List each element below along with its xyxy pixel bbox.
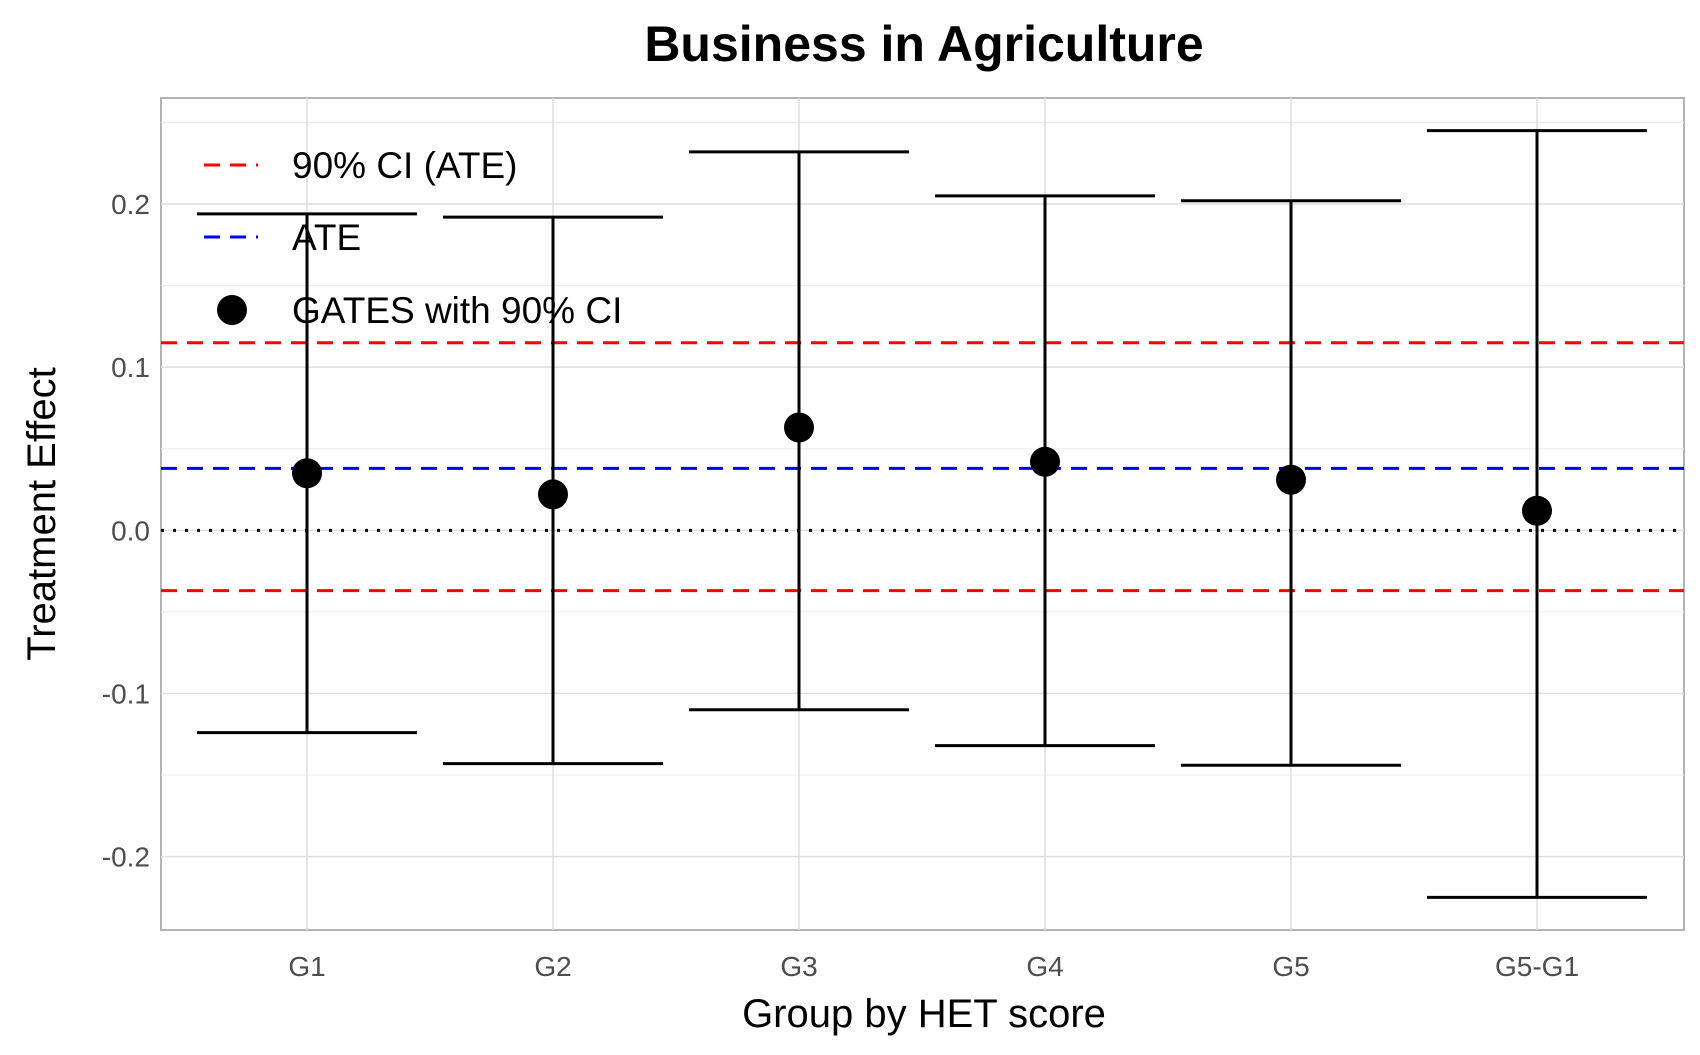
- gates-points: [292, 412, 1552, 526]
- y-tick-label: -0.1: [102, 678, 150, 709]
- y-tick-label: 0.2: [111, 189, 150, 220]
- legend-label-0: 90% CI (ATE): [292, 145, 517, 186]
- legend-label-1: ATE: [292, 217, 361, 258]
- chart-title: Business in Agriculture: [644, 16, 1203, 72]
- plot-panel: [160, 97, 1685, 931]
- legend-key-2: [217, 295, 247, 325]
- gates-point-G2: [538, 479, 568, 510]
- gates-point-G3: [784, 412, 814, 443]
- gates-point-G1: [292, 458, 322, 489]
- y-tick-label: -0.2: [102, 842, 150, 873]
- legend-label-2: GATES with 90% CI: [292, 290, 622, 331]
- gates-point-G5: [1276, 464, 1306, 495]
- x-tick-label: G2: [534, 951, 571, 982]
- y-tick-label: 0.0: [111, 515, 150, 546]
- y-axis-title: Treatment Effect: [20, 367, 64, 660]
- x-tick-label: G3: [780, 951, 817, 982]
- x-tick-label: G4: [1026, 951, 1063, 982]
- gates-point-G4: [1030, 446, 1060, 477]
- legend: 90% CI (ATE) ATE GATES with 90% CI: [204, 145, 622, 331]
- y-tick-labels: -0.2 -0.1 0.0 0.1 0.2: [102, 189, 150, 873]
- reference-lines: [161, 341, 1684, 593]
- x-tick-labels: G1 G2 G3 G4 G5 G5-G1: [288, 951, 1579, 982]
- x-tick-label: G1: [288, 951, 325, 982]
- gates-point-G5-G1: [1522, 495, 1552, 526]
- x-tick-label: G5: [1272, 951, 1309, 982]
- x-axis-title: Group by HET score: [742, 992, 1106, 1036]
- y-tick-label: 0.1: [111, 352, 150, 383]
- x-tick-label: G5-G1: [1495, 951, 1579, 982]
- error-bars: [197, 129, 1647, 899]
